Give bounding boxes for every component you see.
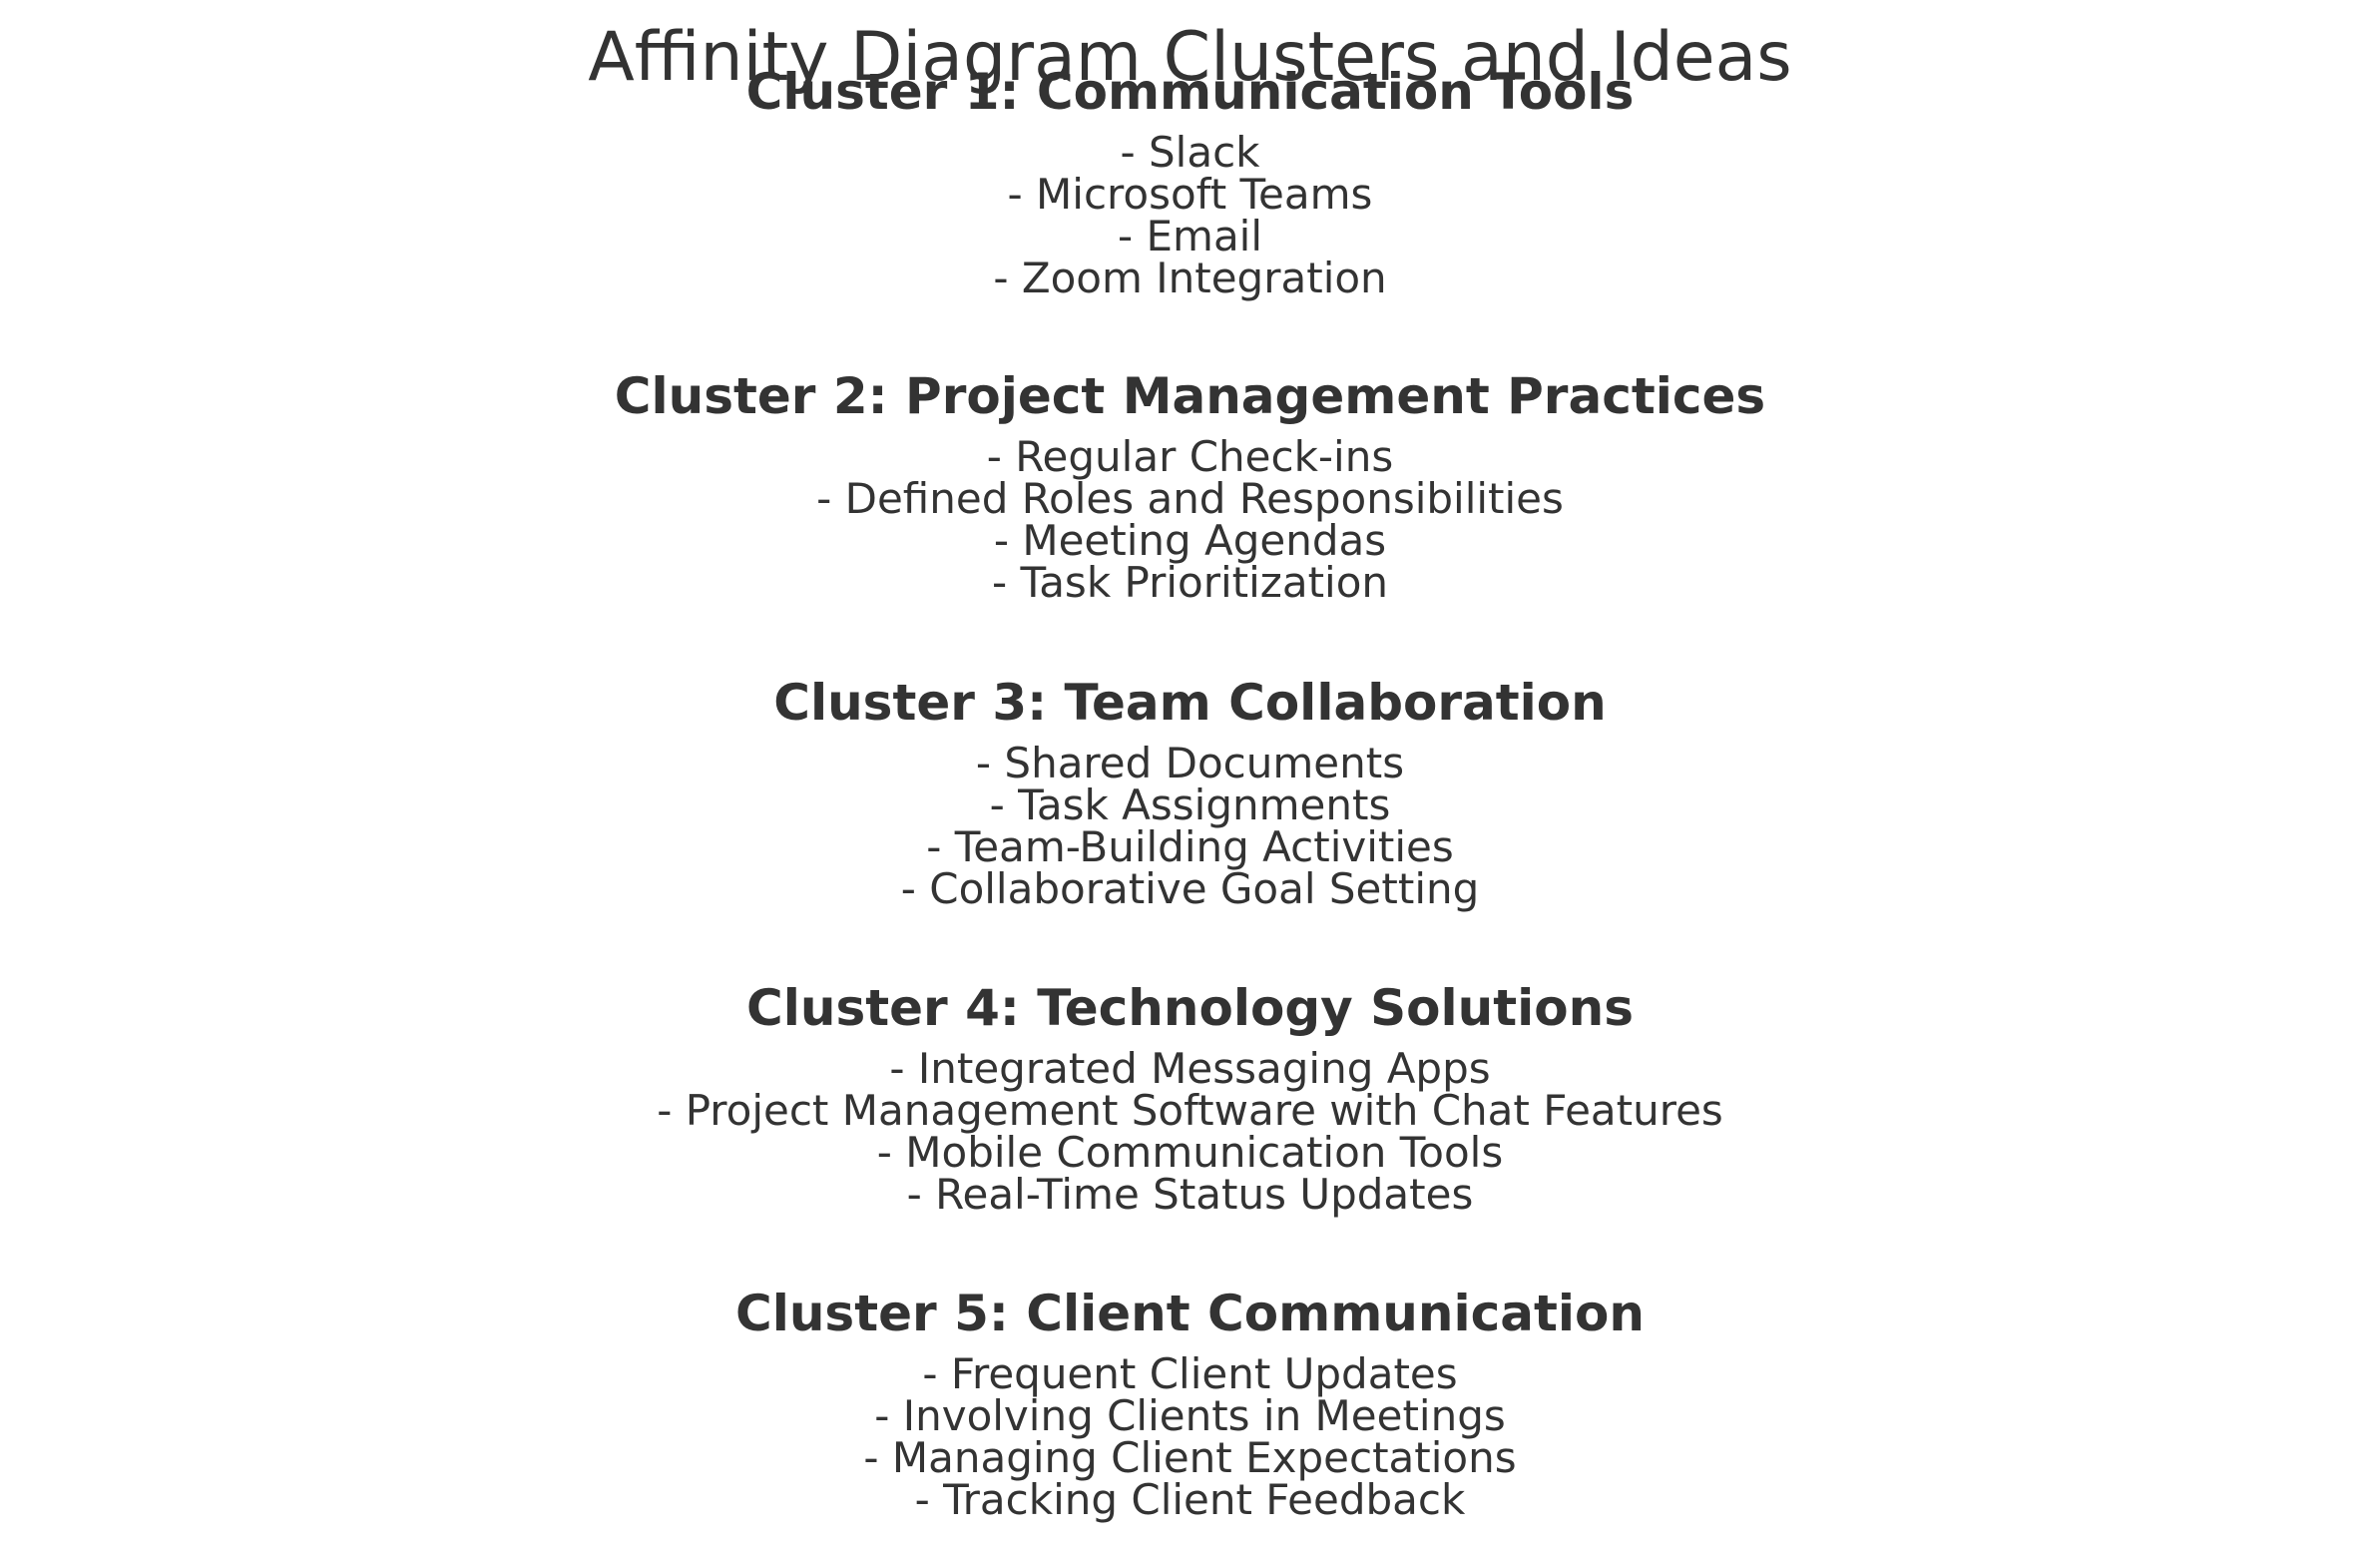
idea-item: - Integrated Messaging Apps <box>889 1044 1491 1093</box>
idea-item: - Zoom Integration <box>993 254 1387 302</box>
idea-item: - Frequent Client Updates <box>922 1349 1458 1398</box>
idea-list: - Shared Documents - Task Assignments - … <box>0 743 2380 910</box>
idea-item: - Managing Client Expectations <box>863 1433 1517 1482</box>
idea-item: - Email <box>1117 212 1263 260</box>
idea-list: - Frequent Client Updates - Involving Cl… <box>0 1353 2380 1521</box>
idea-item: - Meeting Agendas <box>993 516 1387 565</box>
cluster-technology-solutions: Cluster 4: Technology Solutions - Integr… <box>0 978 2380 1216</box>
cluster-heading: Cluster 4: Technology Solutions <box>746 979 1634 1037</box>
cluster-client-communication: Cluster 5: Client Communication - Freque… <box>0 1284 2380 1521</box>
idea-item: - Microsoft Teams <box>1007 170 1373 219</box>
idea-item: - Defined Roles and Responsibilities <box>816 474 1564 523</box>
idea-item: - Mobile Communication Tools <box>876 1128 1504 1177</box>
diagram-title: Affinity Diagram Clusters and Ideas <box>588 18 1792 97</box>
idea-item: - Task Assignments <box>989 780 1391 829</box>
cluster-communication-tools: Cluster 1: Communication Tools - Slack -… <box>0 62 2380 299</box>
cluster-heading: Cluster 5: Client Communication <box>735 1285 1645 1342</box>
idea-list: - Integrated Messaging Apps - Project Ma… <box>0 1048 2380 1216</box>
cluster-heading: Cluster 1: Communication Tools <box>745 63 1635 121</box>
idea-item: - Team-Building Activities <box>926 822 1454 871</box>
idea-item: - Task Prioritization <box>991 558 1389 607</box>
cluster-heading: Cluster 3: Team Collaboration <box>773 674 1607 732</box>
idea-item: - Tracking Client Feedback <box>914 1475 1466 1524</box>
idea-item: - Shared Documents <box>975 739 1405 787</box>
idea-item: - Project Management Software with Chat … <box>657 1086 1723 1135</box>
cluster-heading: Cluster 2: Project Management Practices <box>614 367 1766 425</box>
idea-item: - Slack <box>1120 128 1260 177</box>
cluster-team-collaboration: Cluster 3: Team Collaboration - Shared D… <box>0 673 2380 910</box>
idea-item: - Collaborative Goal Setting <box>900 864 1480 913</box>
idea-list: - Regular Check-ins - Defined Roles and … <box>0 436 2380 604</box>
cluster-project-management-practices: Cluster 2: Project Management Practices … <box>0 366 2380 604</box>
idea-list: - Slack - Microsoft Teams - Email - Zoom… <box>0 132 2380 299</box>
idea-item: - Real-Time Status Updates <box>906 1170 1474 1219</box>
idea-item: - Regular Check-ins <box>986 432 1394 481</box>
idea-item: - Involving Clients in Meetings <box>874 1391 1506 1440</box>
